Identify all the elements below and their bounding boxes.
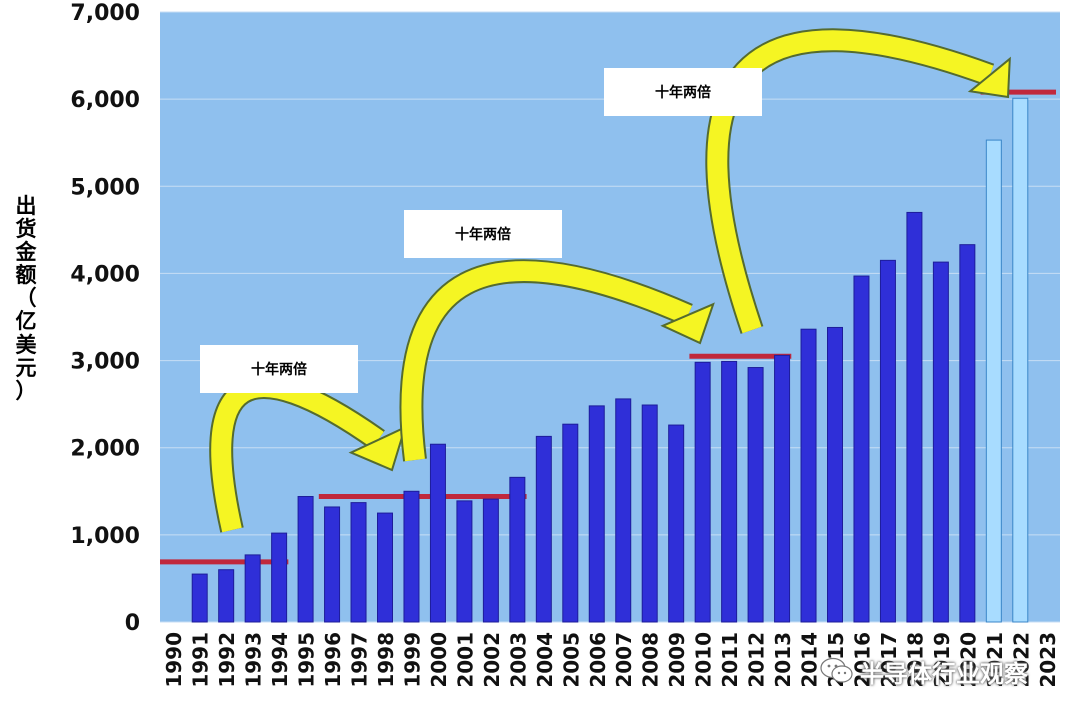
- bar: [694, 361, 711, 623]
- bar: [853, 275, 870, 623]
- x-tick-label: 1990: [162, 632, 186, 688]
- x-tick-label: 1998: [374, 632, 398, 688]
- y-axis-label-char: 亿: [15, 309, 37, 334]
- x-tick-label: 2006: [586, 632, 610, 688]
- x-tick-label: 1997: [348, 632, 372, 688]
- y-axis-label-char: 货: [15, 217, 37, 242]
- bar: [509, 476, 526, 623]
- bar: [271, 532, 288, 623]
- bar: [377, 512, 393, 623]
- forecast-bar: [1012, 97, 1029, 623]
- y-tick-label: 6,000: [70, 88, 140, 113]
- bar: [588, 405, 605, 623]
- x-tick-label: 2020: [956, 632, 980, 688]
- y-axis-label-char: 出: [15, 194, 37, 218]
- bar: [827, 326, 843, 623]
- bar: [721, 360, 738, 623]
- x-tick-label: 2003: [506, 632, 530, 688]
- bar: [535, 435, 552, 623]
- bar: [482, 498, 499, 623]
- x-tick-label: 1994: [268, 632, 292, 688]
- bar: [774, 354, 791, 623]
- x-tick-label: 2019: [930, 632, 954, 688]
- bar: [641, 404, 658, 623]
- x-tick-label: 2000: [427, 632, 451, 688]
- x-tick-label: 2005: [559, 632, 583, 688]
- x-tick-label: 1996: [321, 632, 345, 688]
- bar: [456, 500, 473, 623]
- bar: [615, 398, 632, 623]
- bars: [191, 97, 1029, 623]
- wechat-icon: [820, 657, 853, 683]
- y-axis-label-char: （: [15, 286, 37, 311]
- x-tick-label: 2013: [771, 632, 795, 688]
- bar: [959, 244, 976, 623]
- x-tick-label: 1995: [295, 632, 319, 688]
- bar: [350, 502, 367, 623]
- callout-annotation-3: 十年两倍: [604, 68, 762, 116]
- arrow-head: [660, 302, 715, 345]
- y-tick-label: 2,000: [70, 437, 140, 462]
- y-axis-label-char: 美: [15, 332, 37, 357]
- y-tick-label: 4,000: [70, 262, 140, 287]
- arrow-head: [348, 425, 407, 472]
- bar: [562, 423, 579, 623]
- y-tick-label: 5,000: [70, 175, 140, 200]
- y-tick-label: 0: [125, 611, 140, 636]
- watermark: 半导体行业观察: [820, 655, 1028, 688]
- y-axis-label-char: 金: [15, 240, 37, 265]
- x-tick-label: 2022: [1009, 632, 1033, 688]
- x-tick-label: 2016: [850, 632, 874, 688]
- x-tick-label: 2008: [639, 632, 663, 688]
- bar: [800, 328, 817, 623]
- bar: [747, 367, 764, 623]
- x-tick-label: 2011: [718, 632, 742, 688]
- y-axis-label-char: 元: [15, 355, 37, 380]
- bar: [297, 496, 314, 623]
- x-tick-label: 2010: [692, 632, 716, 688]
- bar: [191, 573, 208, 623]
- arrow-body: [401, 261, 693, 462]
- x-tick-label: 2017: [877, 632, 901, 688]
- bar: [932, 261, 949, 623]
- x-tick-label: 2023: [1036, 632, 1060, 688]
- x-tick-label: 2012: [745, 632, 769, 688]
- watermark-text: 半导体行业观察: [860, 659, 1028, 688]
- y-tick-label: 3,000: [70, 350, 140, 375]
- bar: [906, 211, 923, 623]
- x-tick-label: 2002: [480, 632, 504, 688]
- bar: [244, 554, 261, 623]
- x-tick-label: 2004: [533, 632, 557, 688]
- x-tick-label: 2014: [798, 632, 822, 688]
- bar: [218, 569, 235, 623]
- x-tick-label: 2001: [453, 632, 477, 688]
- callout-annotation-1: 十年两倍: [200, 345, 358, 393]
- bar: [429, 443, 446, 623]
- x-tick-label: 1999: [400, 632, 424, 688]
- bar: [324, 506, 341, 623]
- x-tick-labels: 1990 1991 1992 1993 1994 1995 1996 1997 1998 1999…: [162, 632, 1060, 688]
- x-tick-label: 2009: [665, 632, 689, 688]
- x-tick-label: 2007: [612, 632, 636, 688]
- x-tick-label: 1992: [215, 632, 239, 688]
- arrow-head: [967, 56, 1011, 99]
- y-tick-label: 7,000: [70, 1, 140, 26]
- bar: [879, 259, 896, 623]
- y-tick-label: 1,000: [70, 524, 140, 549]
- y-axis-label: 出 货 金 额 （ 亿 美 元 ）: [8, 194, 44, 403]
- y-axis-label-char: 额: [15, 263, 37, 288]
- bar: [668, 424, 685, 623]
- x-tick-label: 2018: [903, 632, 927, 688]
- bar: [403, 490, 420, 623]
- x-tick-label: 2021: [983, 632, 1007, 688]
- forecast-bar: [985, 139, 1002, 623]
- y-axis-label-char: ）: [15, 378, 37, 403]
- x-tick-label: 1991: [189, 632, 213, 688]
- callout-annotation-2: 十年两倍: [404, 210, 562, 258]
- y-tick-labels: 0 1,000 2,000 3,000 4,000 5,000 6,000 7,000: [70, 1, 140, 636]
- x-tick-label: 1993: [242, 632, 266, 688]
